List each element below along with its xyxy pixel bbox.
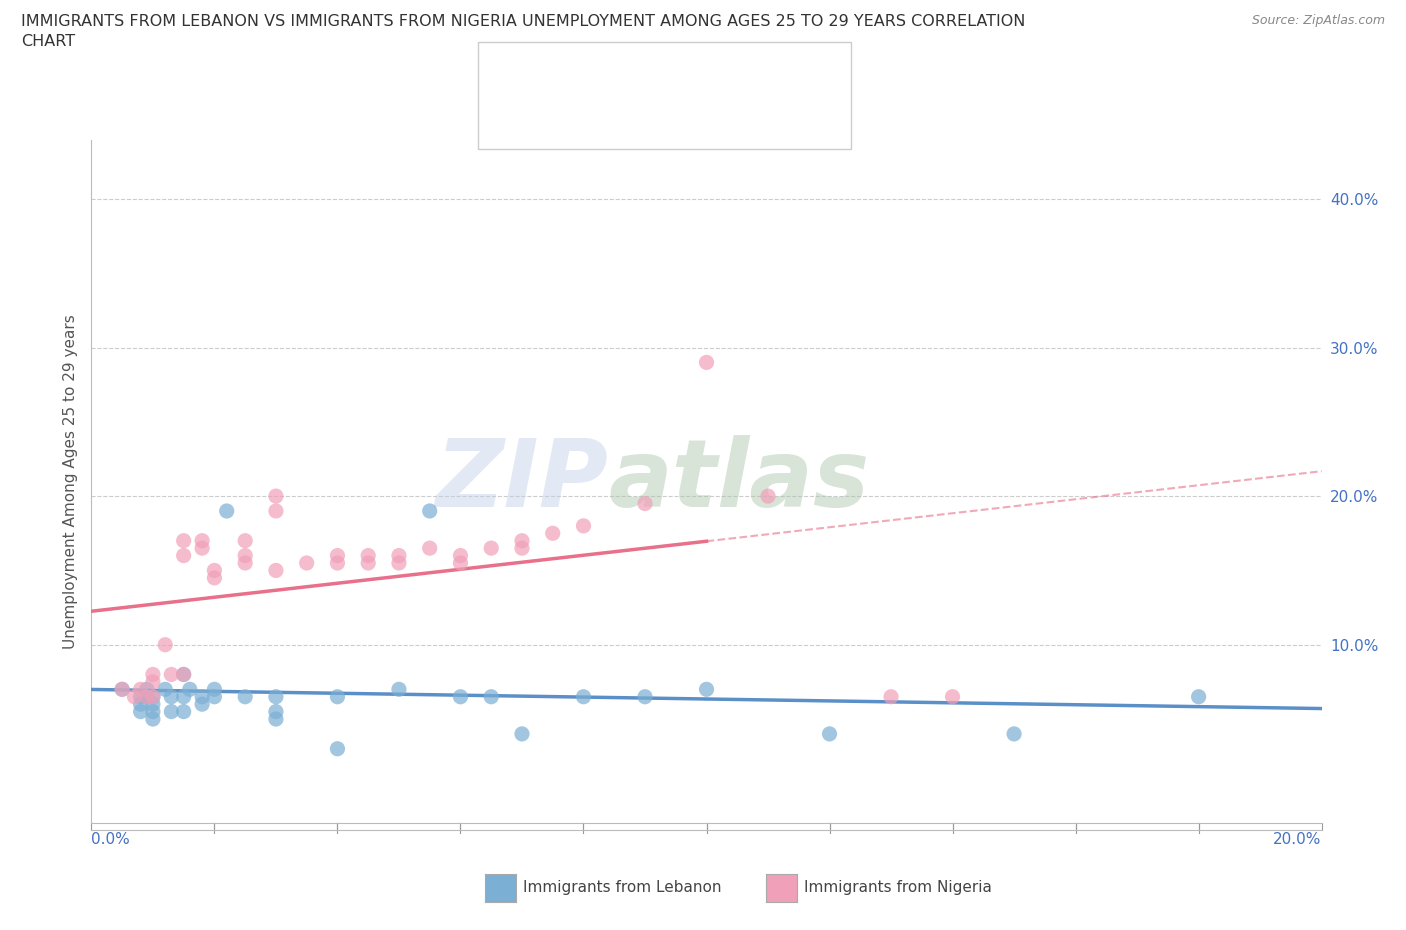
Point	[572, 689, 595, 704]
Point	[129, 704, 152, 719]
Point	[756, 488, 779, 503]
Point	[295, 555, 318, 570]
Point	[479, 689, 502, 704]
Point	[326, 555, 349, 570]
Point	[111, 682, 134, 697]
Text: Immigrants from Lebanon: Immigrants from Lebanon	[523, 880, 721, 895]
Point	[264, 503, 287, 518]
Point	[634, 496, 657, 511]
Point	[696, 355, 718, 370]
Point	[160, 704, 183, 719]
Point	[510, 540, 533, 555]
Point	[202, 570, 225, 585]
Point	[215, 503, 238, 518]
Point	[1002, 726, 1025, 741]
Point	[191, 540, 214, 555]
Point	[233, 689, 256, 704]
Point	[202, 682, 225, 697]
Point	[135, 689, 157, 704]
Text: R = -0.147   N = 39: R = -0.147 N = 39	[541, 64, 713, 83]
Text: CHART: CHART	[21, 34, 75, 49]
Point	[191, 697, 214, 711]
Text: Source: ZipAtlas.com: Source: ZipAtlas.com	[1251, 14, 1385, 27]
Text: IMMIGRANTS FROM LEBANON VS IMMIGRANTS FROM NIGERIA UNEMPLOYMENT AMONG AGES 25 TO: IMMIGRANTS FROM LEBANON VS IMMIGRANTS FR…	[21, 14, 1025, 29]
Point	[142, 667, 165, 682]
Point	[160, 667, 183, 682]
Point	[510, 533, 533, 548]
Point	[129, 697, 152, 711]
Point	[264, 704, 287, 719]
Point	[111, 682, 134, 697]
Point	[419, 540, 441, 555]
Point	[142, 704, 165, 719]
Point	[173, 533, 195, 548]
Point	[153, 682, 177, 697]
Point	[135, 682, 157, 697]
Point	[449, 555, 471, 570]
Point	[357, 555, 380, 570]
Point	[191, 689, 214, 704]
Point	[142, 689, 165, 704]
Text: ZIP: ZIP	[436, 435, 607, 527]
Point	[142, 674, 165, 689]
Point	[1187, 689, 1209, 704]
Point	[572, 518, 595, 533]
Text: R =  0.471   N = 42: R = 0.471 N = 42	[541, 101, 711, 120]
Point	[160, 689, 183, 704]
Point	[173, 548, 195, 563]
Point	[326, 689, 349, 704]
Point	[510, 726, 533, 741]
Point	[419, 503, 441, 518]
Point	[179, 682, 201, 697]
Point	[202, 689, 225, 704]
Point	[233, 555, 256, 570]
Point	[696, 682, 718, 697]
Point	[388, 555, 411, 570]
Point	[135, 689, 157, 704]
Point	[153, 637, 177, 652]
Y-axis label: Unemployment Among Ages 25 to 29 years: Unemployment Among Ages 25 to 29 years	[62, 314, 77, 648]
Point	[541, 525, 564, 540]
Point	[191, 533, 214, 548]
Text: 0.0%: 0.0%	[91, 831, 131, 846]
Point	[264, 689, 287, 704]
Point	[388, 682, 411, 697]
Point	[233, 533, 256, 548]
Point	[233, 548, 256, 563]
Point	[173, 667, 195, 682]
Point	[326, 548, 349, 563]
Point	[942, 689, 965, 704]
Point	[264, 711, 287, 726]
Point	[173, 704, 195, 719]
Point	[142, 697, 165, 711]
Point	[449, 689, 471, 704]
Point	[880, 689, 903, 704]
Text: atlas: atlas	[607, 435, 869, 527]
Text: 20.0%: 20.0%	[1274, 831, 1322, 846]
Text: Immigrants from Nigeria: Immigrants from Nigeria	[804, 880, 993, 895]
Point	[634, 689, 657, 704]
Point	[264, 563, 287, 578]
Point	[173, 689, 195, 704]
Point	[142, 711, 165, 726]
Point	[449, 548, 471, 563]
Point	[129, 682, 152, 697]
Point	[388, 548, 411, 563]
Point	[326, 741, 349, 756]
Point	[173, 667, 195, 682]
Point	[818, 726, 841, 741]
Point	[479, 540, 502, 555]
Point	[129, 689, 152, 704]
Point	[202, 563, 225, 578]
Point	[357, 548, 380, 563]
Point	[124, 689, 146, 704]
Point	[142, 689, 165, 704]
Point	[264, 488, 287, 503]
